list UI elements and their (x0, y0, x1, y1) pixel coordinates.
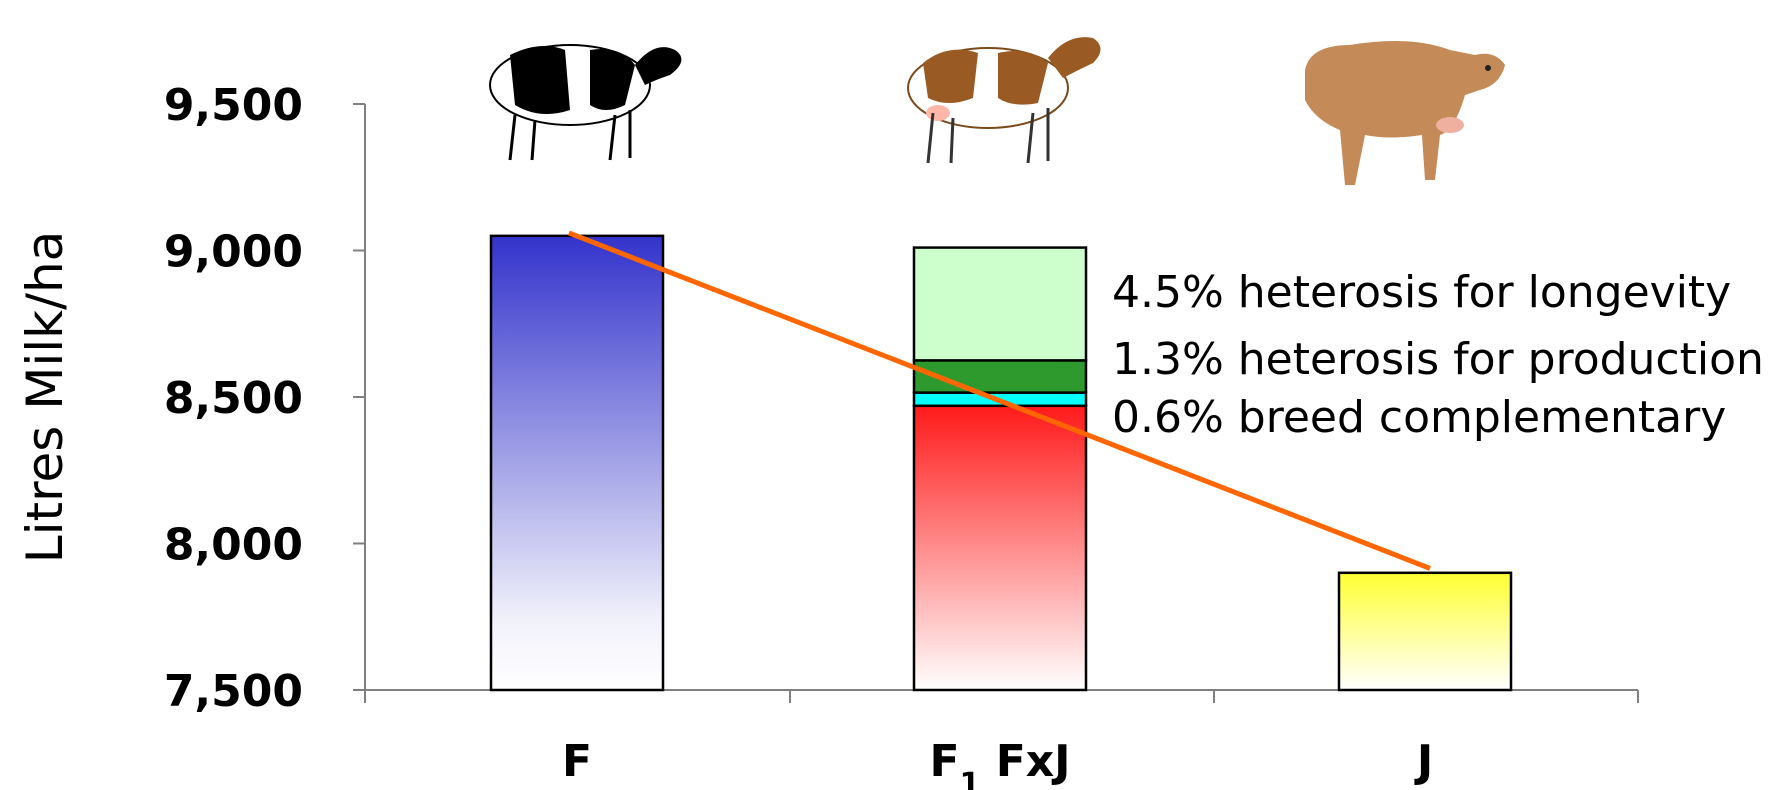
category-label-f: F (562, 736, 592, 787)
bar-j (1337, 571, 1513, 692)
y-tick-label: 9,500 (164, 80, 303, 131)
annotation-complementary: 0.6% breed complementary (1112, 392, 1726, 443)
y-ticks: 7,500 8,000 8,500 9,000 9,500 (164, 80, 365, 717)
bar-f1-longevity (912, 246, 1088, 362)
bar-f (489, 234, 665, 692)
trend-line (568, 230, 1431, 571)
y-tick-label: 8,000 (164, 520, 303, 571)
y-tick-label: 8,500 (164, 373, 303, 424)
annotation-production: 1.3% heterosis for production (1112, 334, 1764, 385)
category-label-j: J (1414, 736, 1433, 787)
bar-f1-base (912, 404, 1088, 692)
annotation-longevity: 4.5% heterosis for longevity (1112, 267, 1731, 318)
crossbred-cow-icon (888, 8, 1118, 173)
y-axis-label: Litres Milk/ha (16, 231, 74, 564)
jersey-cow-icon (1290, 20, 1520, 185)
y-tick-label: 7,500 (164, 666, 303, 717)
bars (489, 234, 1513, 692)
category-label-f1-fxj: F1 FxJ (929, 736, 1070, 790)
holstein-cow-icon (470, 10, 700, 170)
y-tick-label: 9,000 (164, 227, 303, 278)
